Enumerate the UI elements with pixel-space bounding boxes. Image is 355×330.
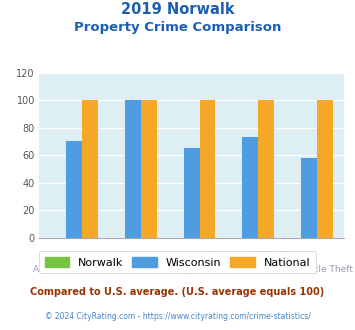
Bar — [200, 100, 215, 238]
Legend: Norwalk, Wisconsin, National: Norwalk, Wisconsin, National — [39, 251, 316, 273]
Bar — [66, 141, 82, 238]
Text: Larceny & Theft: Larceny & Theft — [214, 251, 286, 260]
Bar — [258, 100, 274, 238]
Bar — [184, 148, 200, 238]
Bar — [141, 100, 157, 238]
Text: All Property Crime: All Property Crime — [33, 265, 115, 274]
Text: Arson: Arson — [120, 251, 146, 260]
Bar — [82, 100, 98, 238]
Text: Property Crime Comparison: Property Crime Comparison — [74, 21, 281, 34]
Text: Compared to U.S. average. (U.S. average equals 100): Compared to U.S. average. (U.S. average … — [31, 287, 324, 297]
Text: 2019 Norwalk: 2019 Norwalk — [121, 2, 234, 16]
Text: Burglary: Burglary — [173, 265, 211, 274]
Bar — [317, 100, 333, 238]
Bar — [301, 158, 317, 238]
Bar — [125, 100, 141, 238]
Bar — [242, 137, 258, 238]
Text: © 2024 CityRating.com - https://www.cityrating.com/crime-statistics/: © 2024 CityRating.com - https://www.city… — [45, 312, 310, 321]
Text: Motor Vehicle Theft: Motor Vehicle Theft — [265, 265, 353, 274]
